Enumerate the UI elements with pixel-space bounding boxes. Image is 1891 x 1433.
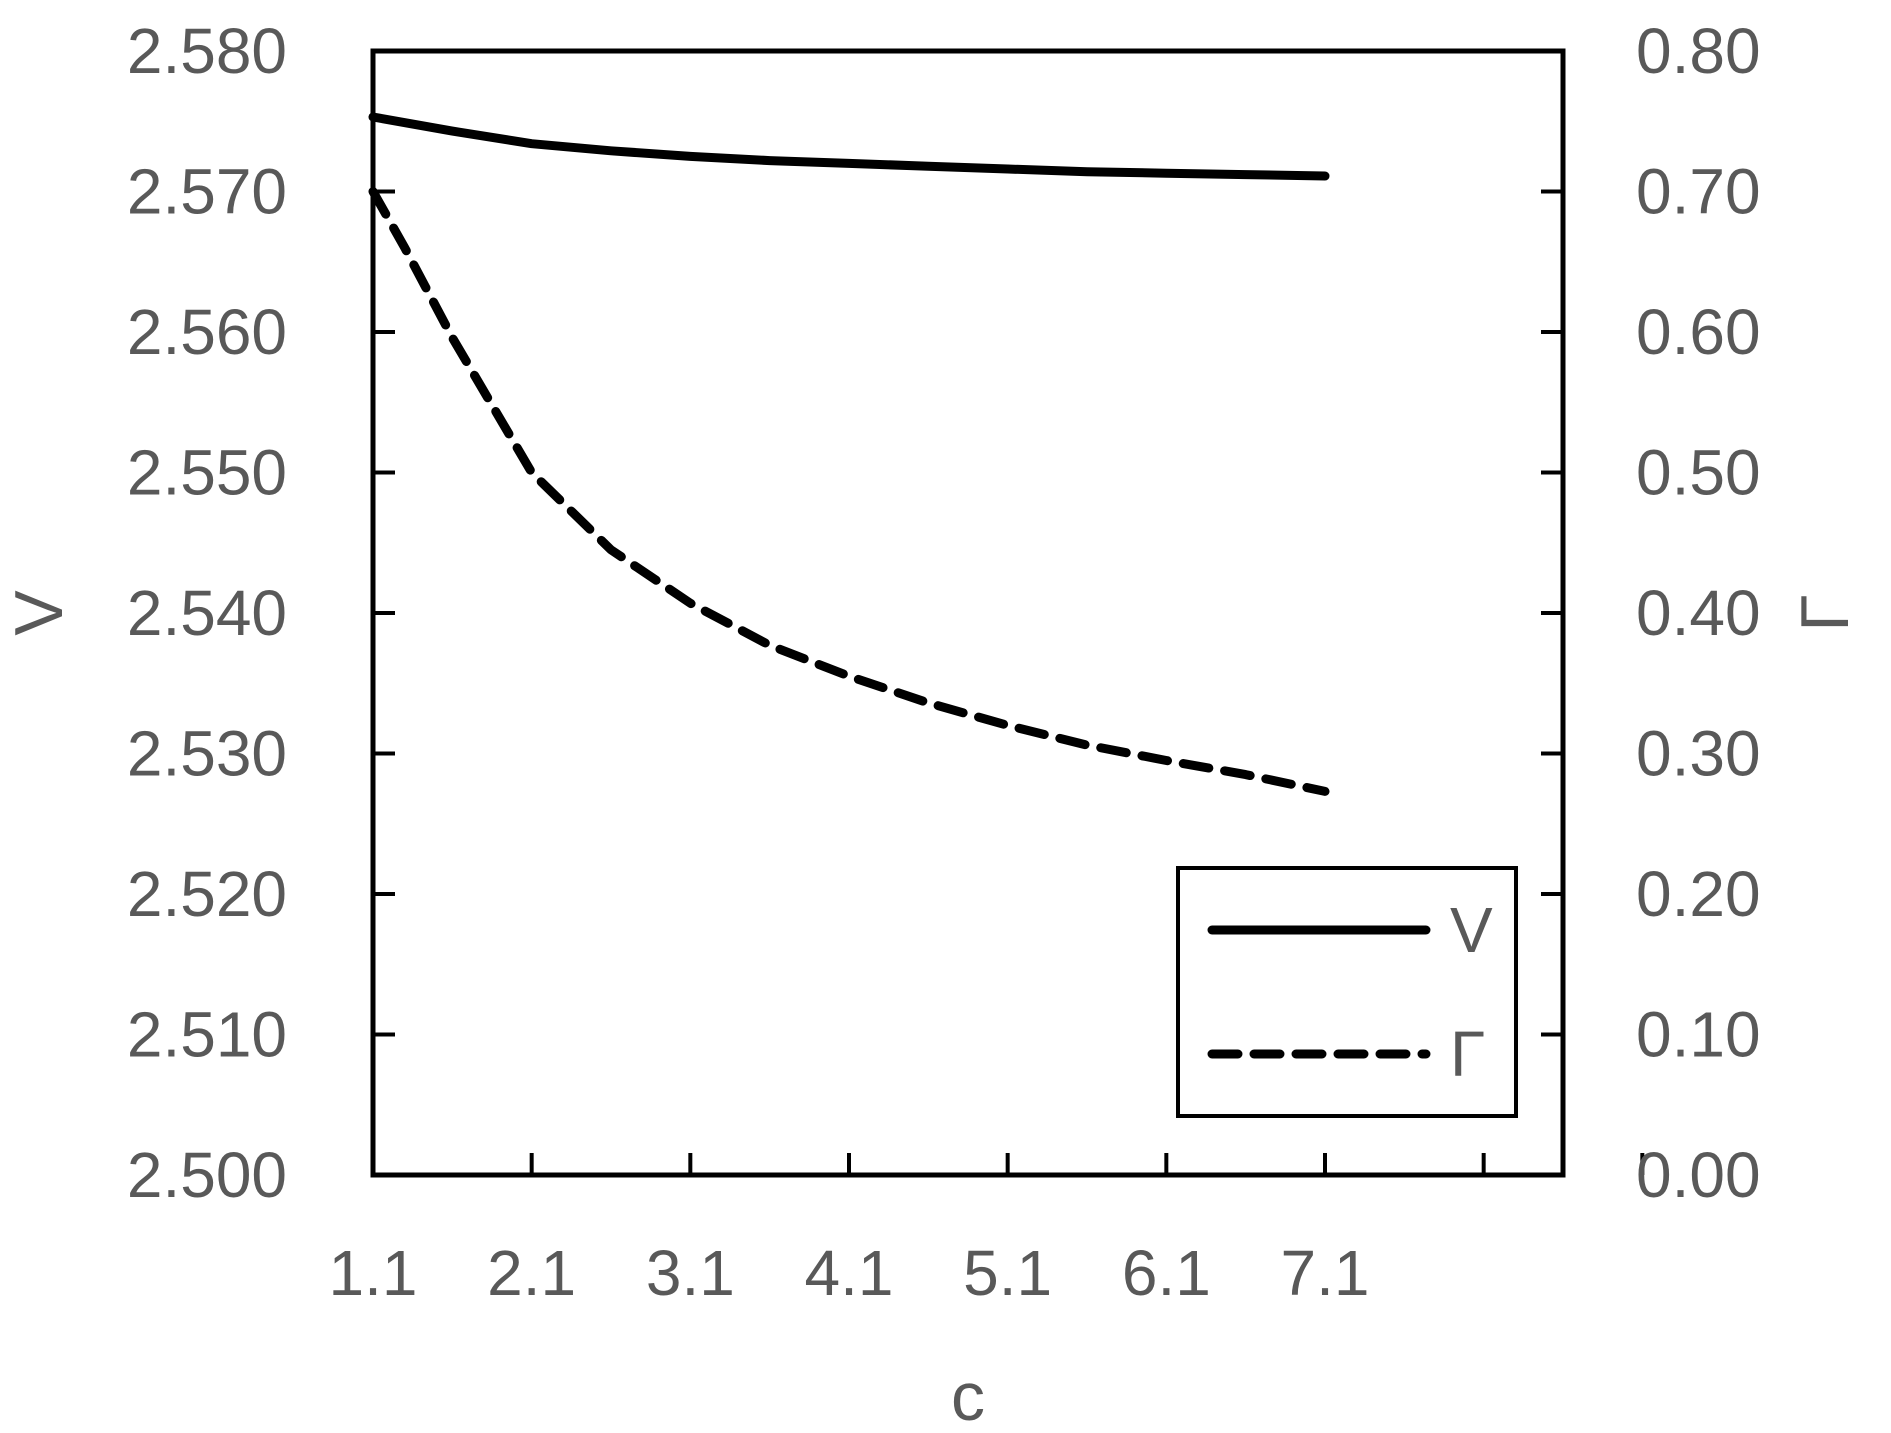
y-right-axis-ticks: 0.00 0.10 0.20 0.30 0.40 0.50 0.60 0.70 0.80 <box>1541 15 1761 1211</box>
x-tick-label: 5.1 <box>963 1237 1052 1309</box>
x-tick-label: 3.1 <box>646 1237 735 1309</box>
legend-label-V: V <box>1450 894 1493 966</box>
y-right-tick-label: 0.20 <box>1636 858 1761 930</box>
y-left-tick-label: 2.560 <box>127 296 287 368</box>
series-line-V <box>368 112 1330 181</box>
legend: V Γ <box>1176 866 1518 1118</box>
y-right-tick-label: 0.40 <box>1636 577 1761 649</box>
y-left-tick-label: 2.540 <box>127 577 287 649</box>
x-tick-label: 7.1 <box>1281 1237 1370 1309</box>
y-left-tick-label: 2.510 <box>127 999 287 1071</box>
y-left-axis-ticks: 2.500 2.510 2.520 2.530 2.540 2.550 2.560 2.570… <box>127 15 395 1211</box>
y-right-tick-label: 0.50 <box>1636 437 1761 509</box>
y-right-tick-label: 0.60 <box>1636 296 1761 368</box>
y-right-tick-label: 0.80 <box>1636 15 1761 87</box>
y-right-tick-label: 0.00 <box>1636 1139 1761 1211</box>
y-right-tick-label: 0.10 <box>1636 999 1761 1071</box>
x-tick-label: 4.1 <box>805 1237 894 1309</box>
y-left-tick-label: 2.500 <box>127 1139 287 1211</box>
y-left-tick-label: 2.550 <box>127 437 287 509</box>
y-left-axis-label: V <box>1 590 77 636</box>
y-right-tick-label: 0.70 <box>1636 156 1761 228</box>
y-left-tick-label: 2.570 <box>127 156 287 228</box>
series-group <box>368 112 1330 796</box>
x-tick-label: 6.1 <box>1122 1237 1211 1309</box>
x-tick-label: 1.1 <box>329 1237 418 1309</box>
x-axis-label: c <box>951 1359 985 1433</box>
y-right-tick-label: 0.30 <box>1636 718 1761 790</box>
x-tick-label: 2.1 <box>487 1237 576 1309</box>
legend-box <box>1176 866 1518 1118</box>
y-right-axis-label: Γ <box>1787 594 1863 631</box>
x-axis-ticks: 1.1 2.1 3.1 4.1 5.1 6.1 7.1 <box>329 1153 1645 1309</box>
series-line-gamma <box>368 187 1330 796</box>
y-left-tick-label: 2.580 <box>127 15 287 87</box>
y-left-tick-label: 2.520 <box>127 858 287 930</box>
legend-label-gamma: Γ <box>1450 1018 1485 1090</box>
y-left-tick-label: 2.530 <box>127 718 287 790</box>
